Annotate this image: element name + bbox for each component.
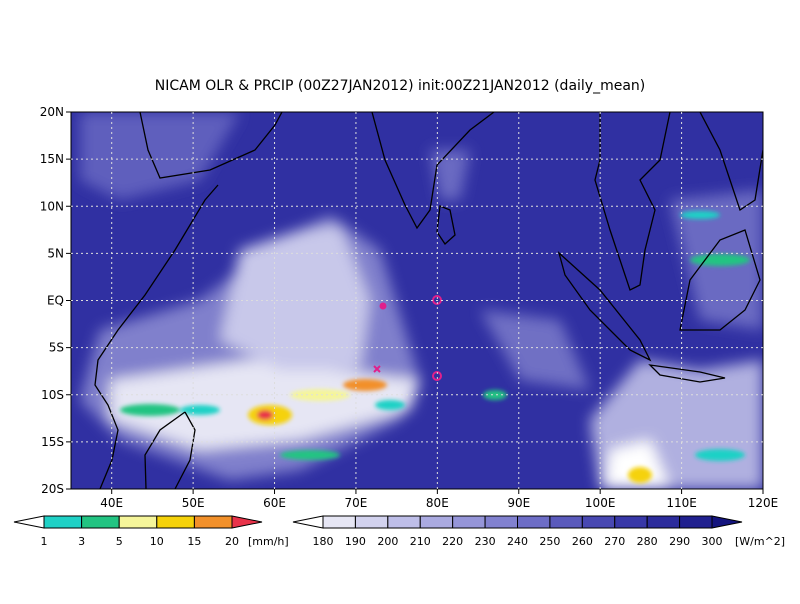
- lat-tick-label: EQ: [47, 294, 64, 308]
- legend-label: 250: [539, 535, 560, 548]
- legend-arrow: [13, 515, 45, 529]
- legend-unit: [mm/h]: [248, 535, 289, 548]
- lon-tick-label: 40E: [100, 496, 123, 510]
- legend-label: 220: [442, 535, 463, 548]
- map-title: NICAM OLR & PRCIP (00Z27JAN2012) init:00…: [155, 78, 646, 94]
- legend-label: 240: [507, 535, 528, 548]
- lon-tick-label: 90E: [507, 496, 530, 510]
- legend-swatch: [679, 515, 713, 529]
- legend-swatch: [549, 515, 583, 529]
- legend-unit: [W/m^2]: [735, 535, 785, 548]
- legend-swatch: [646, 515, 681, 529]
- map-axes: 40E 50E 60E 70E 80E 90E 100E 110E 120E20N15N10N5…: [13, 105, 785, 548]
- legend-arrow: [292, 515, 324, 529]
- legend-swatch: [322, 515, 356, 529]
- legend-arrow: [711, 515, 743, 529]
- legend-label: 10: [150, 535, 164, 548]
- lat-tick-label: 5S: [49, 341, 64, 355]
- legend-label: 20: [225, 535, 239, 548]
- legend-label: 180: [313, 535, 334, 548]
- precip-field: [120, 211, 750, 483]
- legend-swatch: [118, 515, 158, 529]
- olr-field: [80, 112, 763, 489]
- lat-tick-label: 15S: [41, 435, 64, 449]
- legend-swatch: [614, 515, 648, 529]
- legend-swatch: [43, 515, 83, 529]
- lat-tick-label: 20N: [40, 105, 64, 119]
- legend-swatch: [581, 515, 616, 529]
- lat-tick-label: 20S: [41, 482, 64, 496]
- legend-label: 300: [702, 535, 723, 548]
- legend-label: 5: [116, 535, 123, 548]
- lat-tick-label: 5N: [47, 246, 64, 260]
- lat-tick-label: 15N: [40, 152, 64, 166]
- lon-tick-label: 70E: [345, 496, 368, 510]
- legend-label: 210: [410, 535, 431, 548]
- lon-tick-label: 100E: [585, 496, 616, 510]
- legend-swatch: [81, 515, 120, 529]
- legend-label: 260: [572, 535, 593, 548]
- legend-label: 15: [187, 535, 201, 548]
- legend-swatch: [419, 515, 454, 529]
- lon-tick-label: 80E: [426, 496, 449, 510]
- legend-label: 290: [669, 535, 690, 548]
- lon-tick-label: 50E: [182, 496, 205, 510]
- legend-swatch: [193, 515, 233, 529]
- legend-swatch: [354, 515, 389, 529]
- lon-tick-label: 110E: [666, 496, 697, 510]
- legend-label: 230: [475, 535, 496, 548]
- legend-swatch: [517, 515, 551, 529]
- legend-label: 270: [604, 535, 625, 548]
- legend-label: 280: [637, 535, 658, 548]
- lat-tick-label: 10N: [40, 199, 64, 213]
- lat-tick-label: 10S: [41, 388, 64, 402]
- legend-label: 3: [78, 535, 85, 548]
- legend-swatch: [452, 515, 486, 529]
- lon-tick-label: 120E: [748, 496, 779, 510]
- lon-tick-label: 60E: [263, 496, 286, 510]
- legend-swatch: [387, 515, 421, 529]
- legend-label: 1: [41, 535, 48, 548]
- legend-arrow: [231, 515, 263, 529]
- legend-swatch: [156, 515, 195, 529]
- legend-swatch: [484, 515, 519, 529]
- coastlines: [94, 112, 763, 489]
- legend-label: 200: [377, 535, 398, 548]
- legend-label: 190: [345, 535, 366, 548]
